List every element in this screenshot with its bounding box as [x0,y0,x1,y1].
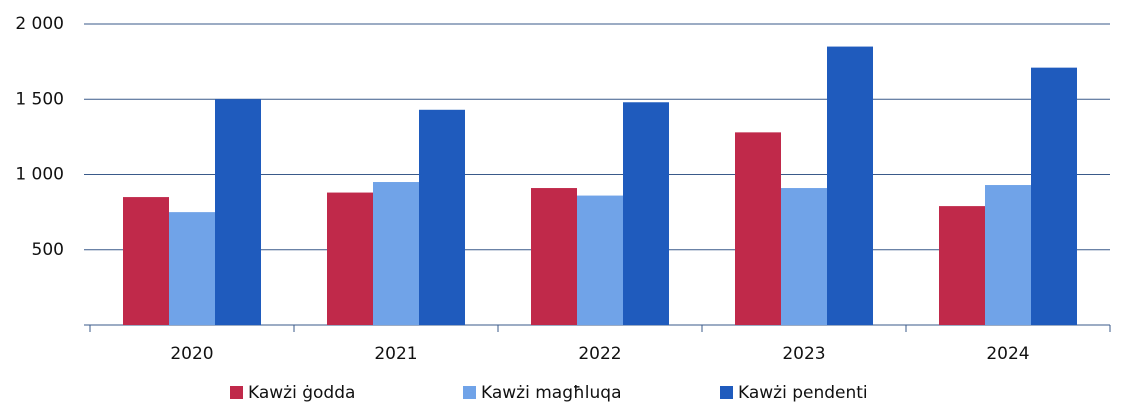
y-tick-label: 500 [32,240,64,260]
bar [985,185,1031,325]
x-tick-label: 2024 [986,344,1029,364]
bar [1031,67,1077,326]
legend-label: Kawżi pendenti [738,383,868,403]
bar [419,109,465,325]
bar [215,99,261,325]
x-tick-label: 2022 [578,344,621,364]
legend-swatch [720,386,733,399]
legend-label: Kawżi magħluqa [481,383,622,403]
bar [123,197,169,325]
bar [373,182,419,325]
bar [827,46,873,325]
x-tick-label: 2023 [782,344,825,364]
bar [577,195,623,325]
bar [623,102,669,325]
bar [781,188,827,325]
legend-swatch [230,386,243,399]
legend-swatch [463,386,476,399]
x-tick-label: 2021 [374,344,417,364]
legend-label: Kawżi ġodda [248,383,355,403]
y-tick-label: 2 000 [15,14,64,34]
bar [735,132,781,325]
bar [939,206,985,325]
x-tick-label: 2020 [170,344,213,364]
bar [327,192,373,325]
y-tick-label: 1 500 [15,89,64,109]
bar [531,188,577,325]
bar [169,212,215,325]
y-tick-label: 1 000 [15,165,64,185]
